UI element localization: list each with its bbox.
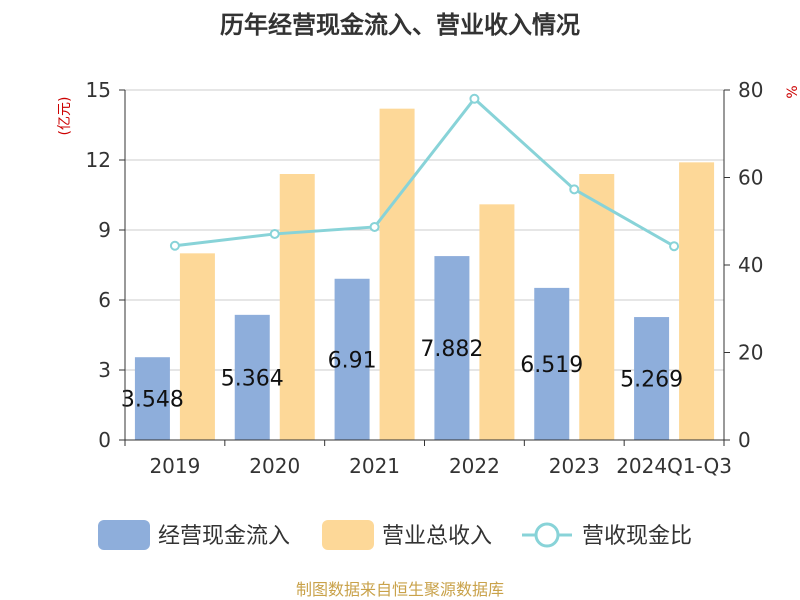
left-y-tick-label: 3 bbox=[98, 358, 111, 382]
cash-inflow-value-label: 6.519 bbox=[520, 353, 583, 378]
right-y-tick-label: 0 bbox=[738, 428, 751, 452]
cash-inflow-value-label: 5.269 bbox=[620, 368, 683, 393]
x-tick-label: 2021 bbox=[349, 454, 400, 478]
legend: 经营现金流入 营业总收入 营收现金比 bbox=[98, 520, 692, 550]
ratio-point bbox=[469, 93, 480, 104]
cash-inflow-bar bbox=[434, 256, 470, 440]
x-tick-label: 2022 bbox=[449, 454, 500, 478]
ratio-point bbox=[269, 228, 280, 239]
ratio-line bbox=[169, 93, 680, 252]
ratio-point bbox=[169, 240, 180, 251]
cash-inflow-bar bbox=[134, 357, 170, 440]
left-y-tick-label: 12 bbox=[86, 148, 111, 172]
left-axis-unit: (亿元) bbox=[57, 97, 73, 136]
cash-inflow-bar bbox=[634, 317, 670, 440]
cash-inflow-bar bbox=[334, 278, 370, 440]
right-y-tick-labels: 0 20 40 60 80 bbox=[738, 78, 763, 452]
revenue-bar bbox=[679, 162, 715, 441]
right-y-tick-label: 20 bbox=[738, 341, 763, 365]
chart-title: 历年经营现金流入、营业收入情况 bbox=[220, 11, 580, 39]
legend-swatch bbox=[322, 520, 374, 550]
x-tick-label: 2019 bbox=[149, 454, 200, 478]
right-y-tick-label: 40 bbox=[738, 253, 763, 277]
x-tick-label: 2023 bbox=[549, 454, 600, 478]
left-y-tick-label: 15 bbox=[86, 78, 111, 102]
left-y-tick-label: 6 bbox=[98, 288, 111, 312]
bar-labels: 3.548 5.364 6.91 7.882 6.519 5.269 bbox=[121, 337, 683, 413]
cash-inflow-value-label: 6.91 bbox=[328, 348, 377, 373]
left-y-tick-label: 9 bbox=[98, 218, 111, 242]
ratio-point bbox=[669, 241, 680, 252]
axes bbox=[119, 89, 730, 446]
cash-inflow-value-label: 5.364 bbox=[221, 366, 284, 391]
revenue-bar bbox=[279, 174, 315, 440]
bars bbox=[134, 108, 715, 441]
cash-inflow-value-label: 3.548 bbox=[121, 388, 184, 413]
left-y-tick-label: 0 bbox=[98, 428, 111, 452]
legend-marker bbox=[534, 522, 560, 548]
ratio-line-path bbox=[174, 96, 675, 248]
gridlines bbox=[125, 89, 724, 371]
x-tick-labels: 2019 2020 2021 2022 2023 2024Q1-Q3 bbox=[149, 454, 732, 478]
legend-swatch bbox=[98, 520, 150, 550]
left-y-tick-labels: 0 3 6 9 12 15 bbox=[86, 78, 111, 452]
revenue-bar bbox=[379, 108, 415, 441]
right-y-tick-label: 80 bbox=[738, 78, 763, 102]
right-axis-unit: % bbox=[785, 85, 800, 98]
legend-label: 经营现金流入 bbox=[158, 524, 290, 549]
x-tick-label: 2020 bbox=[249, 454, 300, 478]
ratio-point bbox=[369, 221, 380, 232]
ratio-point bbox=[569, 184, 580, 195]
x-tick-label: 2024Q1-Q3 bbox=[616, 454, 732, 478]
legend-label: 营收现金比 bbox=[582, 524, 692, 549]
revenue-bar bbox=[179, 253, 215, 440]
right-y-tick-label: 60 bbox=[738, 166, 763, 190]
revenue-bar bbox=[479, 204, 515, 440]
revenue-bar bbox=[579, 174, 615, 440]
cash-inflow-bar bbox=[534, 287, 570, 440]
data-source-note: 制图数据来自恒生聚源数据库 bbox=[296, 580, 504, 599]
legend-label: 营业总收入 bbox=[382, 524, 492, 549]
cash-inflow-bar bbox=[234, 314, 270, 440]
cash-inflow-value-label: 7.882 bbox=[420, 337, 483, 362]
